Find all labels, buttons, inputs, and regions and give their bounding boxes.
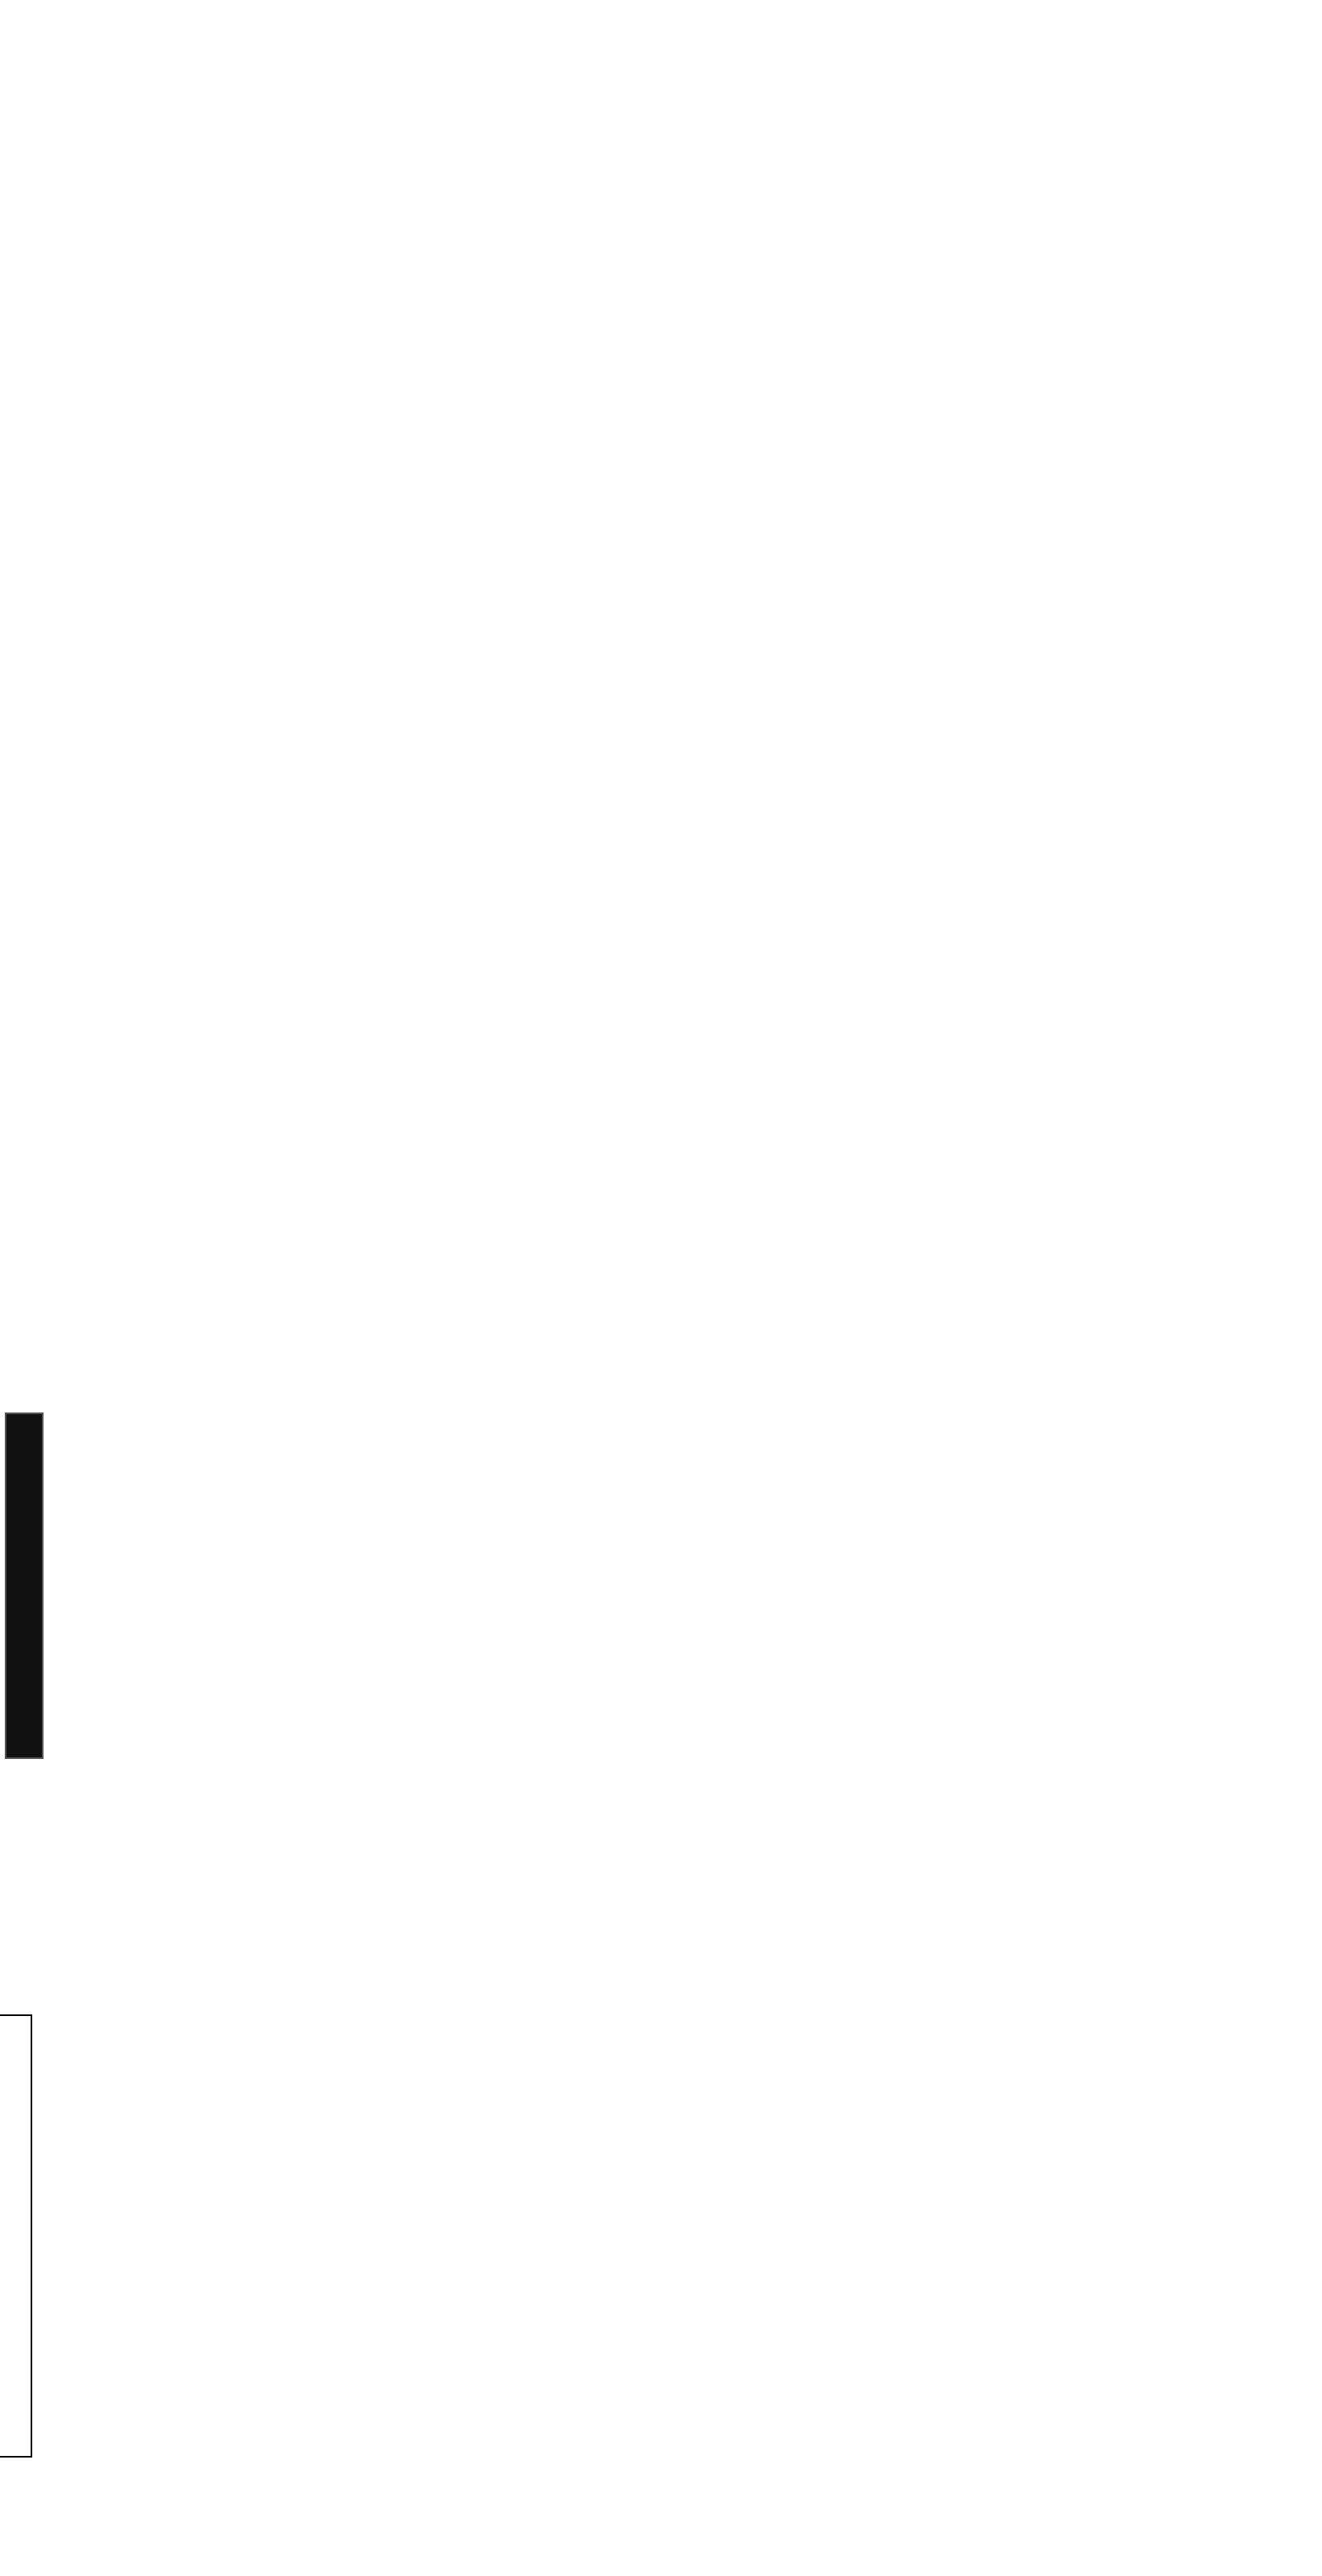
left-column — [0, 1273, 48, 1789]
fig3c-plot-box — [0, 2014, 32, 2458]
fig-3a — [0, 1304, 48, 1759]
figure-3-composite — [0, 1273, 48, 2482]
fig3a-row-rsv — [5, 1304, 44, 1759]
fig-3c — [0, 1910, 48, 2474]
figure-row — [0, 1273, 48, 2482]
fig3c-chart — [0, 1910, 48, 2474]
gel-strip-rsv — [5, 1412, 44, 1759]
right-column — [0, 1885, 48, 2498]
